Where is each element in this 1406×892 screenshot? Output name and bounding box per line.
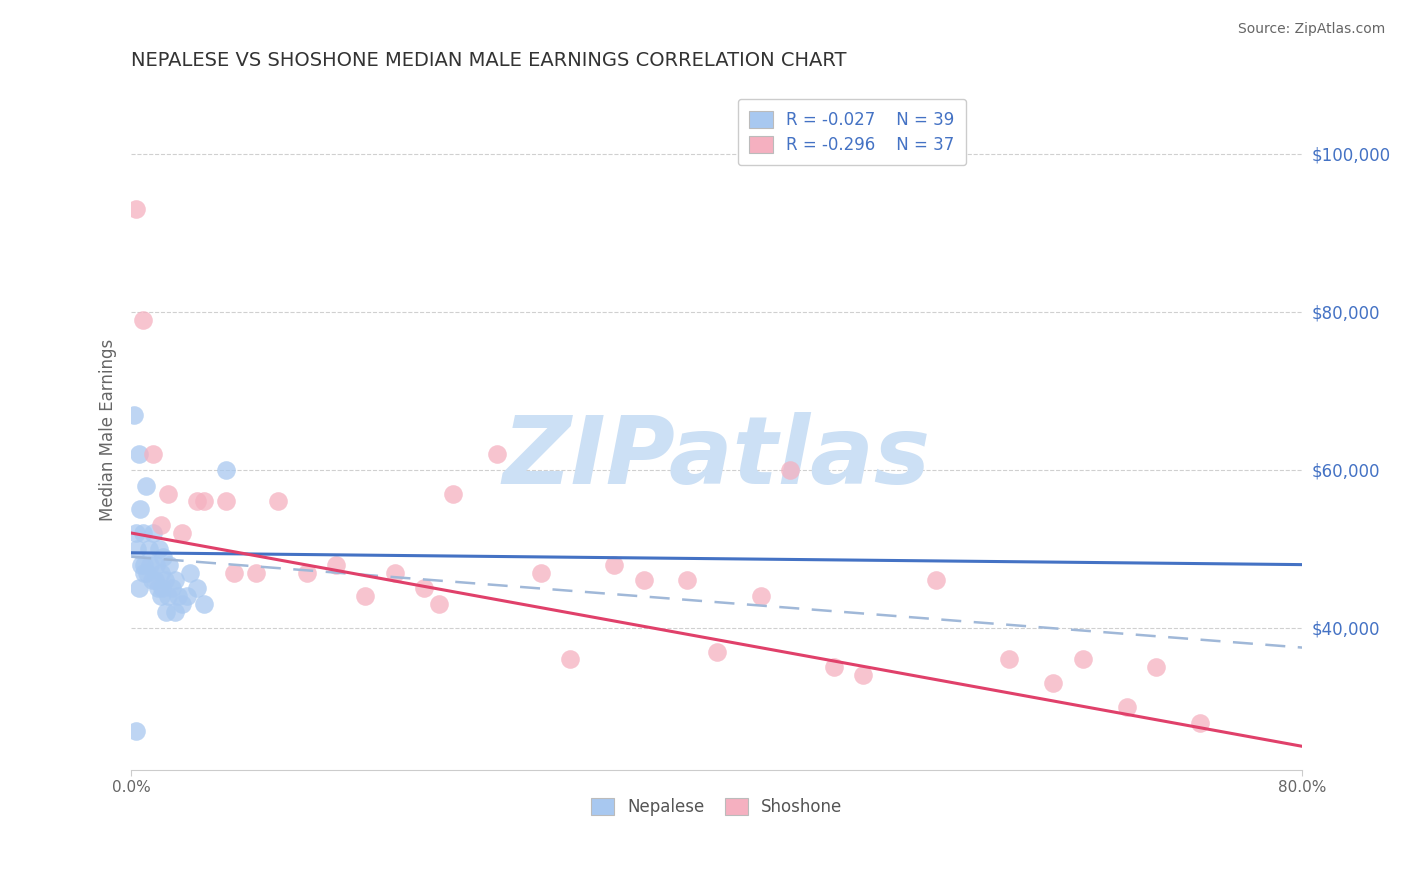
Point (150, 582, 173, 596)
Point (132, 526, 155, 541)
Point (193, 494, 215, 508)
Point (560, 652, 582, 666)
Point (124, 202, 146, 216)
Point (1042, 676, 1064, 690)
Point (852, 668, 875, 682)
Point (1144, 660, 1167, 674)
Point (128, 447, 150, 461)
Point (172, 526, 194, 541)
Point (179, 566, 201, 580)
Point (1071, 652, 1094, 666)
Point (603, 558, 626, 572)
Point (149, 566, 172, 580)
Point (925, 574, 948, 588)
Point (157, 558, 180, 572)
Point (823, 660, 845, 674)
Point (136, 566, 159, 580)
Point (129, 502, 152, 516)
Point (127, 541, 149, 556)
Point (156, 589, 179, 603)
Point (160, 582, 183, 596)
Point (165, 605, 187, 619)
Point (143, 574, 166, 588)
Point (141, 574, 163, 588)
Point (186, 582, 208, 596)
Point (427, 597, 450, 611)
Point (413, 582, 436, 596)
Point (128, 582, 150, 596)
Point (132, 312, 155, 326)
Point (124, 526, 146, 541)
Point (139, 558, 162, 572)
Point (354, 589, 377, 603)
Point (156, 486, 179, 500)
Point (124, 723, 146, 738)
Text: ZIPatlas: ZIPatlas (502, 411, 931, 503)
Point (441, 486, 464, 500)
Legend: Nepalese, Shoshone: Nepalese, Shoshone (583, 791, 849, 822)
Point (215, 463, 238, 477)
Point (215, 494, 238, 508)
Point (142, 447, 165, 461)
Y-axis label: Median Male Earnings: Median Male Earnings (100, 339, 117, 522)
Point (149, 589, 172, 603)
Point (145, 558, 167, 572)
Point (149, 518, 172, 533)
Point (295, 566, 318, 580)
Point (779, 463, 801, 477)
Point (384, 566, 406, 580)
Point (122, 408, 145, 422)
Point (998, 652, 1021, 666)
Point (193, 597, 215, 611)
Point (1188, 715, 1211, 730)
Point (530, 566, 553, 580)
Point (142, 526, 165, 541)
Point (146, 582, 169, 596)
Point (633, 574, 655, 588)
Point (1115, 699, 1137, 714)
Point (186, 494, 208, 508)
Point (152, 549, 174, 564)
Point (134, 566, 156, 580)
Point (245, 566, 267, 580)
Point (153, 574, 176, 588)
Point (676, 574, 699, 588)
Point (486, 447, 509, 461)
Point (148, 541, 170, 556)
Point (134, 558, 156, 572)
Point (325, 558, 347, 572)
Point (749, 589, 772, 603)
Point (266, 494, 288, 508)
Point (176, 589, 198, 603)
Point (167, 589, 190, 603)
Text: Source: ZipAtlas.com: Source: ZipAtlas.com (1237, 22, 1385, 37)
Point (172, 597, 194, 611)
Point (706, 644, 728, 658)
Point (155, 605, 177, 619)
Text: NEPALESE VS SHOSHONE MEDIAN MALE EARNINGS CORRELATION CHART: NEPALESE VS SHOSHONE MEDIAN MALE EARNING… (131, 51, 846, 70)
Point (222, 566, 245, 580)
Point (131, 558, 153, 572)
Point (165, 574, 187, 588)
Point (138, 541, 160, 556)
Point (135, 478, 157, 492)
